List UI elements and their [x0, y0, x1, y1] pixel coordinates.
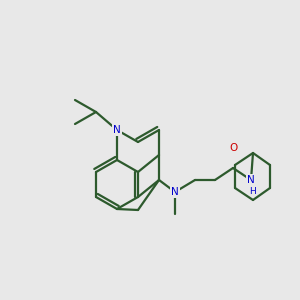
Text: N: N: [113, 125, 121, 135]
Text: O: O: [229, 143, 237, 153]
Text: H: H: [250, 188, 256, 196]
Text: N: N: [247, 175, 255, 185]
Text: N: N: [171, 187, 179, 197]
